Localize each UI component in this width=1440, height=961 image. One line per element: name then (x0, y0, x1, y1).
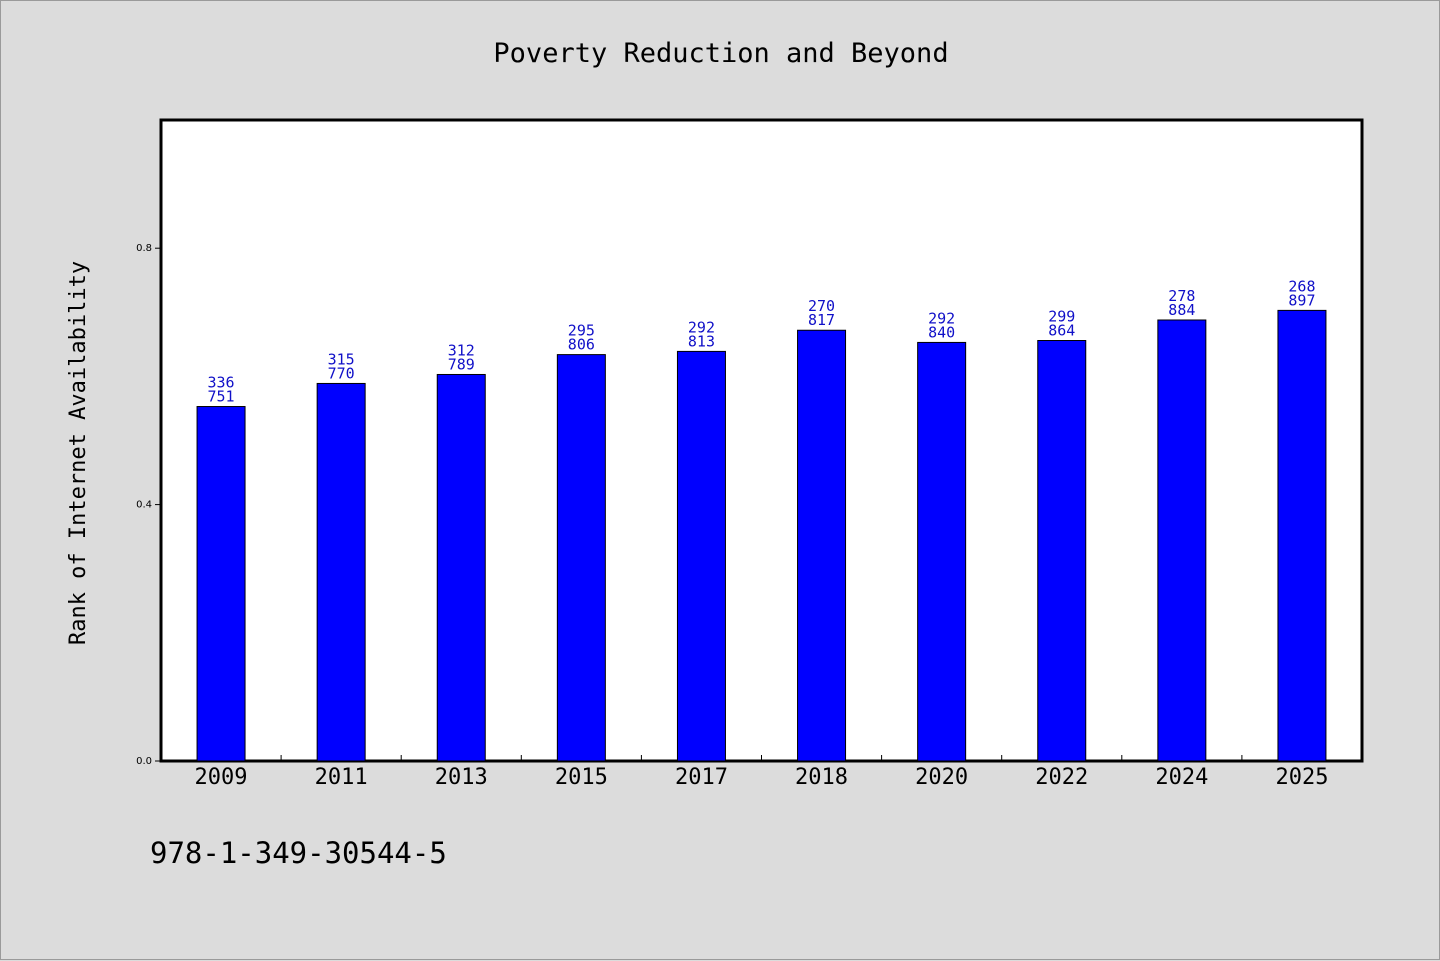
data-label-top: 268 (1288, 277, 1315, 295)
data-label-bottom: 751 (208, 388, 235, 406)
bar-2013 (436, 373, 486, 762)
x-tick-label: 2015 (555, 765, 608, 790)
data-label-top: 292 (928, 309, 955, 327)
data-label-bottom: 817 (808, 311, 835, 329)
bar-2015 (556, 354, 606, 762)
y-axis: 0.0 0.4 0.8 (136, 243, 161, 767)
data-label-top: 278 (1168, 287, 1195, 305)
data-label-top: 270 (808, 297, 835, 315)
y-tick-label: 0.4 (136, 500, 152, 511)
data-label-bottom: 770 (328, 364, 355, 382)
data-label-top: 292 (688, 318, 715, 336)
data-label-bottom: 884 (1168, 301, 1195, 319)
bar-2025 (1277, 309, 1327, 762)
bar-2009 (196, 406, 246, 762)
isbn-footer: 978-1-349-30544-5 (150, 836, 447, 870)
data-label-bottom: 864 (1048, 322, 1075, 340)
x-tick-label: 2013 (435, 765, 488, 790)
y-axis-label: Rank of Internet Availability (66, 261, 91, 645)
x-axis: 2009 2011 2013 2015 2017 2018 2020 2022 2024 2025 (195, 755, 1328, 790)
x-tick-label: 2018 (795, 765, 848, 790)
data-label-bottom: 806 (568, 336, 595, 354)
data-label-top: 315 (328, 350, 355, 368)
data-label-bottom: 813 (688, 332, 715, 350)
data-label-bottom: 789 (448, 355, 475, 373)
x-tick-label: 2017 (675, 765, 728, 790)
x-tick-label: 2009 (195, 765, 248, 790)
data-label-top: 312 (448, 341, 475, 359)
bars (196, 309, 1327, 762)
y-tick-label: 0.8 (136, 243, 152, 254)
bar-2011 (316, 382, 366, 762)
x-tick-label: 2020 (915, 765, 968, 790)
chart-title: Poverty Reduction and Beyond (493, 38, 948, 69)
bar-2020 (917, 341, 967, 762)
x-tick-label: 2022 (1035, 765, 1088, 790)
y-tick-label: 0.0 (136, 756, 152, 767)
data-label-bottom: 897 (1288, 291, 1315, 309)
data-label-bottom: 840 (928, 323, 955, 341)
bar-2017 (676, 350, 726, 762)
data-label-top: 336 (208, 374, 235, 392)
data-label-top: 299 (1048, 308, 1075, 326)
bar-2024 (1157, 319, 1207, 762)
bar-2022 (1037, 340, 1087, 762)
x-tick-label: 2024 (1155, 765, 1208, 790)
data-label-top: 295 (568, 322, 595, 340)
x-tick-label: 2011 (315, 765, 368, 790)
x-tick-label: 2025 (1275, 765, 1328, 790)
bar-2018 (797, 329, 847, 762)
